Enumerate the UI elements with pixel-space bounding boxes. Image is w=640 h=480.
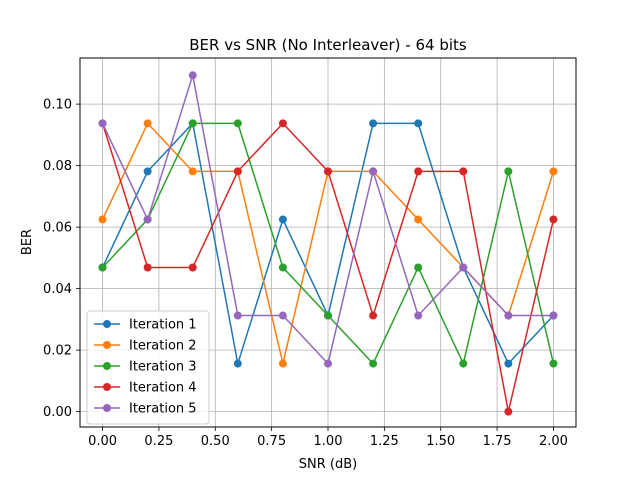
y-tick-label: 0.02 [43, 344, 72, 359]
data-point [233, 167, 242, 176]
data-point [369, 167, 378, 176]
legend-label: Iteration 2 [129, 339, 197, 354]
data-point [233, 119, 242, 128]
data-point [549, 311, 558, 320]
data-point [188, 119, 197, 128]
data-point [504, 311, 513, 320]
legend-marker [103, 362, 111, 370]
data-point [324, 359, 332, 368]
x-tick-label: 1.25 [370, 434, 399, 449]
data-point [549, 359, 558, 368]
data-point [188, 71, 197, 80]
legend-label: Iteration 3 [129, 360, 197, 375]
x-tick-label: 1.50 [426, 434, 455, 449]
data-point [414, 263, 423, 272]
data-point [504, 167, 513, 176]
legend-marker [103, 341, 111, 349]
legend: Iteration 1 Iteration 2 Iteration 3 Iterati… [86, 310, 210, 425]
x-axis-title: SNR (dB) [299, 457, 357, 472]
data-point [143, 119, 152, 128]
data-point [324, 167, 332, 176]
data-point [549, 167, 558, 176]
legend-item: Iteration 2 [94, 339, 197, 354]
data-point [233, 311, 242, 320]
series-4 [98, 119, 558, 416]
data-point [98, 263, 107, 272]
data-point [278, 359, 287, 368]
data-point [549, 215, 558, 224]
data-point [233, 359, 242, 368]
x-tick-label: 1.75 [483, 434, 512, 449]
x-tick-label: 0.75 [257, 434, 286, 449]
data-point [459, 263, 468, 272]
data-point [278, 119, 287, 128]
data-point [414, 119, 423, 128]
data-point [324, 311, 332, 320]
data-point [98, 215, 107, 224]
legend-item: Iteration 3 [94, 360, 197, 375]
y-tick-label: 0.08 [43, 159, 72, 174]
data-point [369, 359, 378, 368]
legend-item: Iteration 4 [94, 381, 197, 396]
data-point [278, 215, 287, 224]
data-point [278, 311, 287, 320]
legend-box [86, 310, 210, 425]
data-point [369, 311, 378, 320]
series-layer [98, 71, 558, 416]
legend-item: Iteration 1 [94, 318, 197, 333]
data-point [143, 263, 152, 272]
data-point [414, 311, 423, 320]
data-point [369, 119, 378, 128]
data-point [278, 263, 287, 272]
data-point [188, 167, 197, 176]
data-point [459, 359, 468, 368]
x-tick-label: 0.25 [144, 434, 173, 449]
legend-marker [103, 383, 111, 391]
data-point [414, 215, 423, 224]
grid [80, 58, 576, 427]
data-point [188, 263, 197, 272]
x-tick-label: 0.50 [201, 434, 230, 449]
data-point [504, 359, 513, 368]
legend-item: Iteration 5 [94, 402, 197, 417]
legend-label: Iteration 5 [129, 402, 197, 417]
x-tick-label: 0.00 [88, 434, 117, 449]
series-5 [98, 71, 558, 368]
y-axis-title: BER [20, 229, 35, 255]
y-tick-label: 0.00 [43, 405, 72, 420]
axis-ticks: 0.00 0.25 0.50 0.75 1.00 1.25 1.50 1.75 2.00 0.00… [43, 98, 568, 449]
legend-label: Iteration 1 [129, 318, 197, 333]
data-point [98, 119, 107, 128]
data-point [143, 215, 152, 224]
data-point [504, 407, 513, 416]
y-tick-label: 0.06 [43, 221, 72, 236]
legend-label: Iteration 4 [129, 381, 197, 396]
y-tick-label: 0.10 [43, 98, 72, 113]
chart-title: BER vs SNR (No Interleaver) - 64 bits [189, 36, 467, 54]
legend-marker [103, 320, 111, 328]
data-point [459, 167, 468, 176]
x-tick-label: 1.00 [314, 434, 343, 449]
y-tick-label: 0.04 [43, 282, 72, 297]
legend-marker [103, 404, 111, 412]
x-tick-label: 2.00 [539, 434, 568, 449]
data-point [414, 167, 423, 176]
data-point [143, 167, 152, 176]
